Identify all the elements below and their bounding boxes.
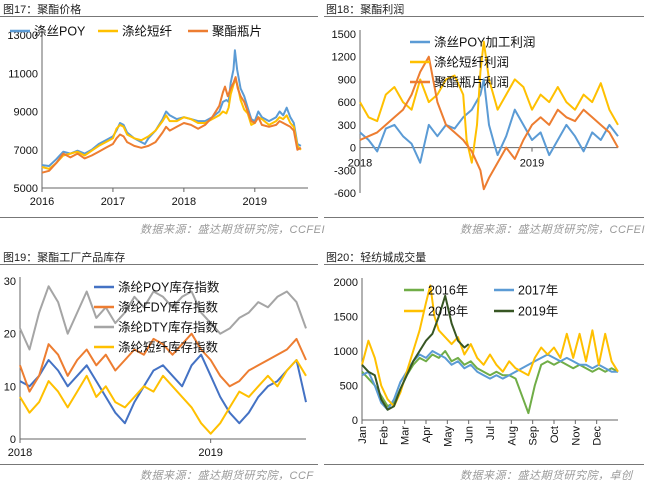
series-line [19, 332, 307, 393]
source-rule [324, 464, 644, 465]
legend-label: 涤纶短纤库存指数 [118, 340, 219, 355]
y-tick-label: 10 [4, 381, 16, 393]
x-tick-label: Dec [592, 426, 604, 446]
legend-label: 涤纶DTY库存指数 [118, 320, 219, 335]
y-tick-label: -300 [334, 165, 356, 177]
x-tick-label: Mar [400, 426, 412, 445]
series-line [41, 76, 302, 174]
x-tick-label: 2018 [8, 447, 32, 459]
y-tick-label: 1500 [334, 312, 358, 324]
series-line [361, 350, 618, 411]
source-note: 数据来源：盛达期货研究院，CCF [140, 470, 314, 482]
x-tick-label: Oct [549, 426, 561, 443]
legend-label: 涤纶短纤利润 [434, 56, 509, 70]
x-tick-label: Jul [485, 426, 497, 440]
series-line [359, 55, 619, 191]
legend-label: 涤纶POY库存指数 [118, 280, 220, 295]
chart-panel-trading-volume: 0 500 1000 1500 2000 Jan Feb Mar Apr May Jun Jul Aug… [322, 265, 645, 461]
y-tick-label: 0 [350, 143, 356, 155]
caption-rule [0, 264, 318, 265]
x-tick-label: 2017 [101, 196, 125, 208]
x-tick-label: Sep [528, 426, 540, 446]
y-tick-label: 5000 [14, 183, 38, 195]
y-tick-label: 1000 [334, 346, 358, 358]
price-chart: 5000 7000 9000 11000 13000 2016 2017 2018 2019 涤丝… [7, 25, 308, 208]
source-note: 数据来源：盛达期货研究院，CCFEI [140, 224, 325, 236]
series-line [359, 40, 619, 164]
legend-label: 涤纶短纤 [122, 25, 173, 39]
y-tick-label: 1200 [332, 52, 356, 64]
x-tick-label: 2019 [243, 196, 267, 208]
legend-label: 涤丝POY [34, 25, 86, 39]
y-tick-label: 7000 [14, 145, 38, 157]
source-note: 数据来源：盛达期货研究院，CCFEI [460, 224, 645, 236]
caption-rule [324, 264, 644, 265]
chart-panel-profits: -600 -300 0 300 600 900 1200 1500 2018 2019 涤丝POY加… [322, 17, 645, 212]
legend-label: 聚酯瓶片利润 [434, 76, 509, 90]
profit-chart: -600 -300 0 300 600 900 1200 1500 2018 2019 涤丝POY加… [332, 29, 619, 200]
x-tick-label: Aug [506, 426, 518, 446]
x-tick-label: 2018 [172, 196, 196, 208]
legend-label: 涤纶FDY库存指数 [118, 300, 219, 315]
y-tick-label: 300 [338, 120, 356, 132]
y-tick-label: 11000 [8, 68, 38, 80]
y-tick-label: 9000 [14, 107, 38, 119]
chart-panel-inventory: 0 10 20 30 2018 2019 涤纶POY库存指数 涤纶FDY库存指数 涤纶DTY库存… [0, 265, 320, 461]
series-line [41, 49, 302, 167]
figure-caption: 图17：聚酯价格 [3, 4, 82, 16]
x-tick-label: Jun [464, 426, 476, 444]
y-tick-label: -600 [334, 188, 356, 200]
x-tick-label: 2019 [198, 447, 222, 459]
series-line [359, 78, 619, 164]
caption-rule [324, 16, 644, 17]
y-tick-label: 600 [338, 97, 356, 109]
x-tick-label: 2016 [30, 196, 54, 208]
y-tick-label: 0 [10, 434, 16, 446]
y-tick-label: 13000 [7, 30, 38, 42]
legend-label: 聚酯瓶片 [212, 25, 262, 39]
source-note: 数据来源：盛达期货研究院，卓创 [460, 470, 633, 482]
x-tick-label: Apr [421, 426, 433, 443]
series-line [19, 359, 307, 435]
figure-caption: 图18：聚酯利润 [326, 4, 405, 16]
y-tick-label: 2000 [334, 277, 358, 289]
x-tick-label: 2018 [348, 158, 372, 170]
x-tick-label: Jan [357, 426, 369, 444]
chart-panel-prices: 5000 7000 9000 11000 13000 2016 2017 2018 2019 涤丝… [0, 17, 320, 212]
source-rule [0, 217, 318, 218]
y-tick-label: 20 [4, 329, 16, 341]
legend-label: 2017年 [518, 284, 558, 298]
source-rule [324, 217, 644, 218]
legend-label: 涤丝POY加工利润 [434, 36, 535, 50]
y-tick-label: 1500 [332, 29, 356, 41]
x-tick-label: May [442, 426, 454, 447]
trading-volume-chart: 0 500 1000 1500 2000 Jan Feb Mar Apr May Jun Jul Aug… [334, 277, 619, 447]
series-line [19, 285, 307, 351]
x-tick-label: Nov [570, 426, 582, 446]
series-line [41, 78, 302, 170]
y-tick-label: 30 [4, 276, 16, 288]
series-line [19, 353, 307, 425]
y-tick-label: 900 [338, 74, 356, 86]
legend-label: 2019年 [518, 305, 558, 319]
source-rule [0, 464, 318, 465]
figure-caption: 图20：轻纺城成交量 [326, 252, 427, 264]
legend-label: 2016年 [428, 284, 468, 298]
caption-rule [0, 16, 318, 17]
series-line [361, 294, 470, 411]
legend-label: 2018年 [428, 305, 468, 319]
y-tick-label: 500 [340, 381, 358, 393]
inventory-chart: 0 10 20 30 2018 2019 涤纶POY库存指数涤纶FDY库存指数涤纶DTY库存… [4, 276, 307, 459]
x-tick-label: 2019 [520, 158, 544, 170]
x-tick-label: Feb [378, 426, 390, 445]
figure-caption: 图19：聚酯工厂产品库存 [3, 252, 126, 264]
y-tick-label: 0 [352, 415, 358, 427]
